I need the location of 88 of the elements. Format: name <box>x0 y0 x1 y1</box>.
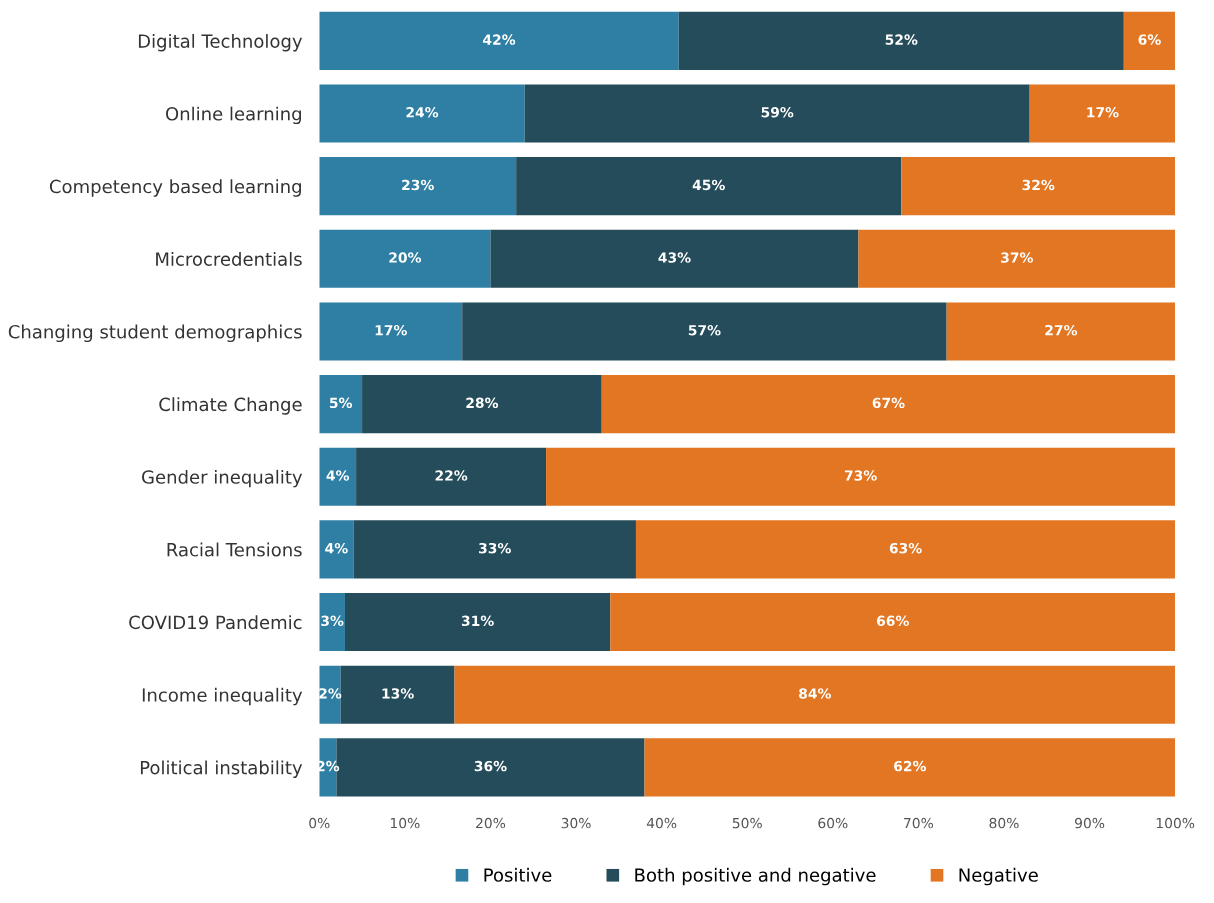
data-label: 33% <box>479 542 511 554</box>
data-label: 63% <box>889 542 922 554</box>
data-label: 23% <box>402 179 434 191</box>
data-label: 6% <box>1138 34 1161 45</box>
bar <box>319 229 491 288</box>
data-label: 2% <box>319 688 342 699</box>
bar <box>635 520 1176 579</box>
data-label: 5% <box>329 397 353 409</box>
bar <box>490 229 859 288</box>
y-tick-label: Online learning <box>165 106 301 125</box>
x-tick-label: 50% <box>732 817 762 829</box>
bar <box>1029 84 1176 143</box>
y-tick-label: Competency based learning <box>49 179 301 197</box>
y-tick-label: Changing student demographics <box>8 324 302 343</box>
data-label: 20% <box>389 252 422 263</box>
bar <box>319 11 679 70</box>
data-label: 45% <box>692 179 725 191</box>
bar <box>353 520 636 579</box>
x-tick-label: 20% <box>476 817 506 829</box>
bar <box>319 447 357 506</box>
data-label: 22% <box>435 470 468 481</box>
data-label: 37% <box>1001 252 1033 263</box>
y-tick-label: Climate Change <box>159 397 302 415</box>
data-label: 17% <box>375 324 407 336</box>
bar <box>678 11 1124 70</box>
x-tick-label: 60% <box>818 817 848 829</box>
x-tick-label: 90% <box>1075 817 1105 829</box>
bar <box>319 302 463 361</box>
y-tick-label: Income inequality <box>142 687 303 706</box>
bar <box>601 375 1176 434</box>
data-label: 36% <box>474 760 507 772</box>
bar <box>356 447 547 506</box>
data-label: 52% <box>885 34 918 45</box>
bar <box>524 84 1030 143</box>
data-label: 17% <box>1087 107 1119 118</box>
bar <box>858 229 1176 288</box>
data-label: 4% <box>326 470 350 481</box>
data-label: 43% <box>658 252 691 263</box>
data-label: 31% <box>461 615 494 627</box>
x-tick-label: 100% <box>1156 817 1195 829</box>
data-label: 42% <box>483 34 516 45</box>
legend-label: Positive <box>484 867 552 882</box>
data-label: 84% <box>799 688 832 699</box>
data-label: 67% <box>872 397 905 409</box>
bar <box>454 665 1176 724</box>
x-tick-label: 40% <box>646 817 677 829</box>
data-label: 13% <box>382 688 414 699</box>
x-tick-label: 10% <box>390 817 420 829</box>
x-tick-label: 0% <box>309 817 330 829</box>
bar <box>1123 11 1176 70</box>
data-label: 62% <box>894 760 927 772</box>
data-label: 27% <box>1045 324 1078 336</box>
bar <box>362 375 602 434</box>
data-label: 59% <box>761 107 794 118</box>
y-tick-label: Gender inequality <box>142 469 303 488</box>
y-tick-label: COVID19 Pandemic <box>129 615 302 630</box>
legend-label: Negative <box>959 867 1038 886</box>
bar <box>610 592 1176 652</box>
bar <box>516 157 902 216</box>
bar <box>340 665 455 724</box>
y-tick-label: Political instability <box>140 760 303 778</box>
bar <box>901 157 1176 216</box>
data-label: 57% <box>688 324 721 336</box>
y-tick-label: Racial Tensions <box>167 542 302 557</box>
data-label: 4% <box>325 542 348 554</box>
bar <box>319 520 354 579</box>
x-tick-label: 30% <box>561 817 591 829</box>
bar <box>644 738 1176 797</box>
bar <box>319 84 525 143</box>
bar <box>546 447 1176 506</box>
legend-label: Both positive and negative <box>635 867 876 886</box>
data-label: 28% <box>466 397 499 409</box>
data-label: 32% <box>1022 179 1055 191</box>
bar <box>462 302 947 361</box>
bar <box>319 592 345 652</box>
x-tick-label: 80% <box>989 817 1019 829</box>
y-tick-label: Microcredentials <box>156 251 302 266</box>
x-tick-label: 70% <box>904 817 934 829</box>
bar <box>319 375 363 434</box>
data-label: 3% <box>321 615 344 627</box>
bar <box>319 665 341 724</box>
data-label: 66% <box>876 615 909 627</box>
data-label: 73% <box>844 470 877 481</box>
data-label: 24% <box>406 107 439 118</box>
y-tick-label: Digital Technology <box>138 33 303 52</box>
bar <box>946 302 1176 361</box>
bar <box>344 592 611 652</box>
bar <box>319 157 517 216</box>
